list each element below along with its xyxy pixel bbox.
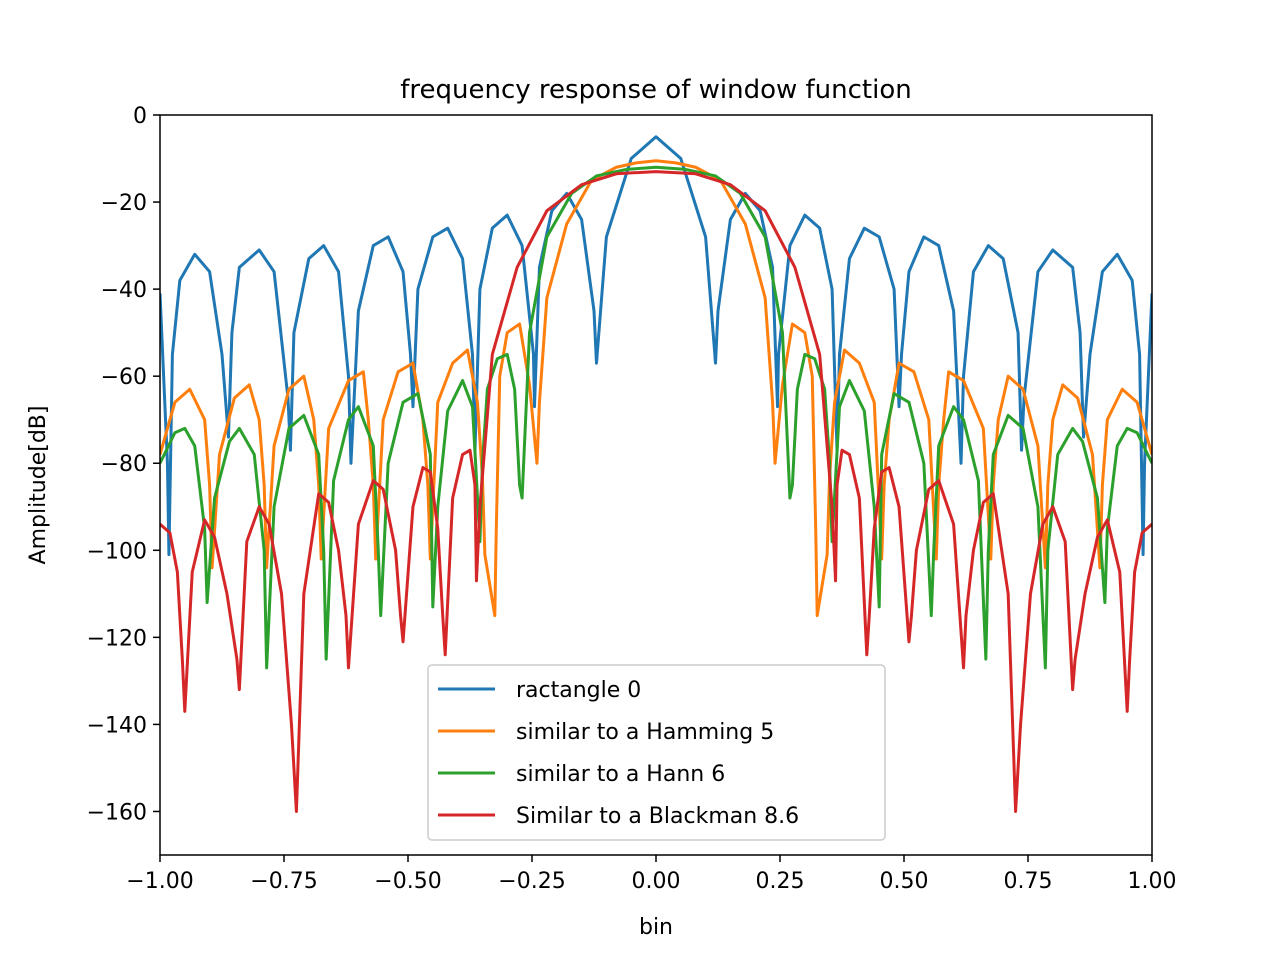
- x-tick-label: −0.50: [374, 869, 441, 894]
- x-tick-label: 0.00: [632, 869, 681, 894]
- y-tick-label: −80: [101, 452, 147, 477]
- y-tick-label: 0: [133, 104, 147, 129]
- y-tick-label: −100: [87, 539, 147, 564]
- x-axis-title: bin: [639, 915, 673, 940]
- legend-label: ractangle 0: [516, 678, 641, 703]
- series-line-1: [160, 135, 1152, 557]
- y-tick-label: −160: [87, 800, 147, 825]
- legend-label: Similar to a Blackman 8.6: [516, 804, 799, 829]
- legend-label: similar to a Hann 6: [516, 762, 725, 787]
- x-tick-label: −0.25: [498, 869, 565, 894]
- x-tick-label: 0.25: [756, 869, 805, 894]
- y-tick-label: −20: [101, 191, 147, 216]
- y-tick-label: −120: [87, 626, 147, 651]
- x-tick-label: 1.00: [1128, 869, 1177, 894]
- y-tick-label: −40: [101, 278, 147, 303]
- y-axis-title: Amplitude[dB]: [26, 406, 51, 565]
- series-line-4: [160, 170, 1152, 813]
- x-tick-label: 0.75: [1004, 869, 1053, 894]
- x-tick-label: 0.50: [880, 869, 929, 894]
- ticks-layer: −1.00 −0.75 −0.50 −0.25 0.00 0.25 0.50 0.75 1.00…: [87, 104, 1177, 894]
- x-tick-label: −1.00: [126, 869, 193, 894]
- x-tick-label: −0.75: [250, 869, 317, 894]
- legend: ractangle 0 similar to a Hamming 5 similar…: [427, 664, 886, 841]
- series-line-3: [160, 165, 1152, 670]
- y-tick-label: −140: [87, 713, 147, 738]
- legend-frame: [427, 664, 886, 841]
- y-tick-label: −60: [101, 365, 147, 390]
- series-line-2: [160, 159, 1152, 618]
- chart-title: frequency response of window function: [400, 75, 911, 105]
- series-layer: [160, 135, 1152, 813]
- plot-frame: [159, 114, 1153, 856]
- legend-label: similar to a Hamming 5: [516, 720, 774, 745]
